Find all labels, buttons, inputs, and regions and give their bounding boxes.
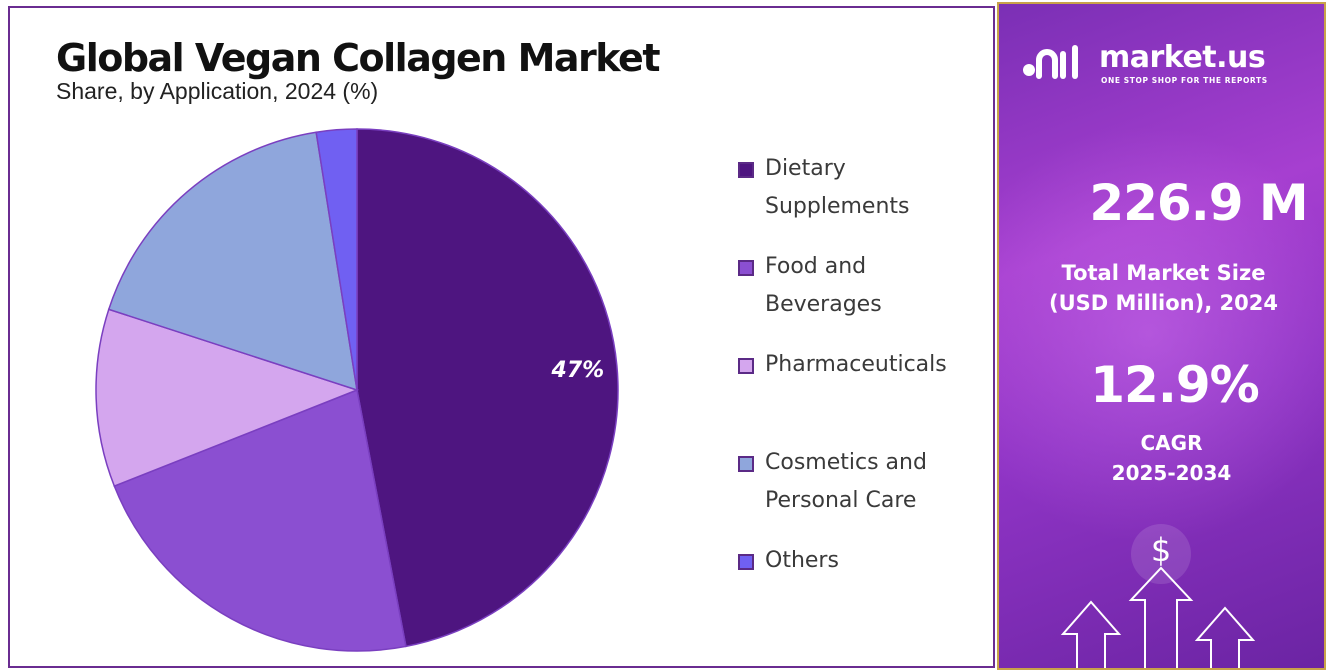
chart-panel: Global Vegan Collagen Market Share, by A… [8,6,995,668]
legend-label-line: Supplements [765,194,910,219]
market-size-label-line2: (USD Million), 2024 [1049,291,1278,315]
legend-label-line: Beverages [765,292,882,317]
legend-label: Cosmetics and Personal Care [765,444,995,520]
legend-label-line: Food and [765,254,867,279]
growth-arrows-icon: $ [1060,524,1256,668]
market-size-label: Total Market Size (USD Million), 2024 [999,258,1324,318]
data-label-dietary-supplements: 47% [551,358,605,383]
legend-label: Dietary Supplements [765,150,995,226]
legend-label: Pharmaceuticals [765,346,995,384]
legend-swatch [738,456,754,472]
pie-slice-dietary-supplements [356,128,619,648]
market-size-label-line1: Total Market Size [1061,261,1266,285]
legend-swatch [738,554,754,570]
dollar-coin-icon [1131,524,1191,584]
background-glow [999,124,1324,544]
pie-slice-food-and-beverages [113,388,407,652]
legend-swatch [738,358,754,374]
cagr-label-line1: CAGR [1140,431,1203,455]
pie-chart: 47% [95,128,619,652]
summary-panel: market.us ONE STOP SHOP FOR THE REPORTS … [997,2,1326,670]
legend-label: Food and Beverages [765,248,995,324]
legend-label-line: Dietary [765,156,846,181]
pie-slice-cosmetics-and-personal-care [107,131,358,392]
brand-tagline: ONE STOP SHOP FOR THE REPORTS [1101,76,1268,85]
market-size-value: 226.9 M [1089,174,1308,232]
market-us-logo-icon [1023,45,1078,79]
legend-label-line: Pharmaceuticals [765,352,947,377]
chart-subtitle: Share, by Application, 2024 (%) [56,78,379,104]
brand-name: market.us [1099,40,1266,75]
chart-title: Global Vegan Collagen Market [56,36,660,80]
legend-swatch [738,260,754,276]
legend-label-line: Cosmetics and [765,450,927,475]
pie-slice-others [315,128,358,391]
legend-label-line: Others [765,548,839,573]
legend-label: Others [765,542,995,580]
cagr-value: 12.9% [1090,356,1259,414]
legend-swatch [738,162,754,178]
legend-label-line: Personal Care [765,488,917,513]
pie-slice-pharmaceuticals [95,308,360,488]
cagr-label-line2: 2025-2034 [1111,461,1232,485]
dollar-symbol: $ [1151,531,1171,569]
cagr-label: CAGR 2025-2034 [999,428,1324,488]
